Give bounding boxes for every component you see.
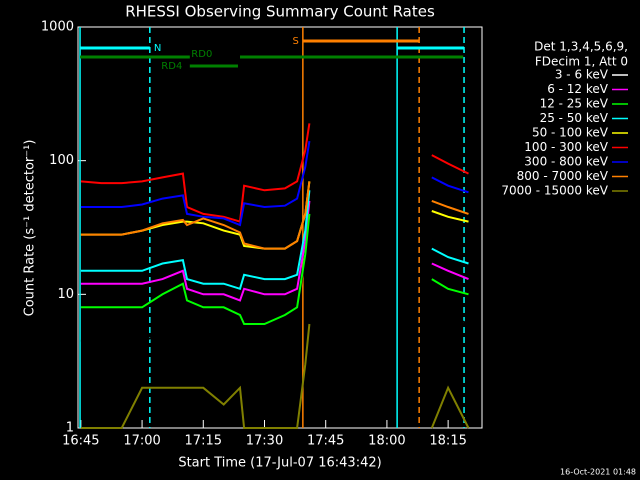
x-tick-label: 17:15 bbox=[185, 434, 222, 449]
x-tick-label: 17:00 bbox=[123, 434, 160, 449]
legend-label: 7000 - 15000 keV bbox=[501, 184, 608, 198]
legend-label: 3 - 6 keV bbox=[555, 68, 609, 82]
legend-label: 12 - 25 keV bbox=[540, 97, 609, 111]
x-tick-label: 18:00 bbox=[368, 434, 405, 449]
legend-label: 50 - 100 keV bbox=[532, 126, 609, 140]
series-line bbox=[80, 213, 469, 325]
legend-label: 800 - 7000 keV bbox=[517, 169, 609, 183]
flag-label: N bbox=[154, 43, 161, 54]
series-line bbox=[80, 140, 469, 227]
legend-header: Det 1,3,4,5,6,9, bbox=[534, 40, 628, 54]
y-axis-label: Count Rate (s⁻¹ detector⁻¹) bbox=[23, 140, 38, 317]
y-tick-label: 1000 bbox=[41, 20, 74, 35]
series-line bbox=[80, 181, 469, 250]
legend-label: 300 - 800 keV bbox=[524, 155, 608, 169]
legend-header: FDecim 1, Att 0 bbox=[535, 55, 628, 69]
series-line bbox=[80, 323, 470, 429]
y-tick-label: 1 bbox=[66, 421, 74, 436]
x-tick-label: 17:45 bbox=[307, 434, 344, 449]
footer: 16-Oct-2021 01:48 bbox=[560, 468, 636, 477]
series-line bbox=[80, 206, 469, 342]
x-tick-label: 17:30 bbox=[246, 434, 283, 449]
legend-label: 100 - 300 keV bbox=[524, 140, 608, 154]
x-tick-label: 18:15 bbox=[429, 434, 466, 449]
series-line bbox=[80, 200, 469, 302]
series-line bbox=[80, 123, 469, 223]
flag-label: S bbox=[292, 36, 298, 47]
legend-label: 25 - 50 keV bbox=[540, 111, 609, 125]
x-axis-label: Start Time (17-Jul-07 16:43:42) bbox=[178, 456, 381, 471]
y-tick-label: 100 bbox=[49, 153, 74, 168]
flag-label: RD4 bbox=[161, 61, 182, 72]
y-tick-label: 10 bbox=[57, 287, 74, 302]
chart-title: RHESSI Observing Summary Count Rates bbox=[125, 3, 435, 21]
series-line bbox=[80, 190, 469, 291]
legend-label: 6 - 12 keV bbox=[547, 82, 609, 96]
flag-label: RD0 bbox=[191, 49, 212, 60]
x-tick-label: 16:45 bbox=[62, 434, 99, 449]
